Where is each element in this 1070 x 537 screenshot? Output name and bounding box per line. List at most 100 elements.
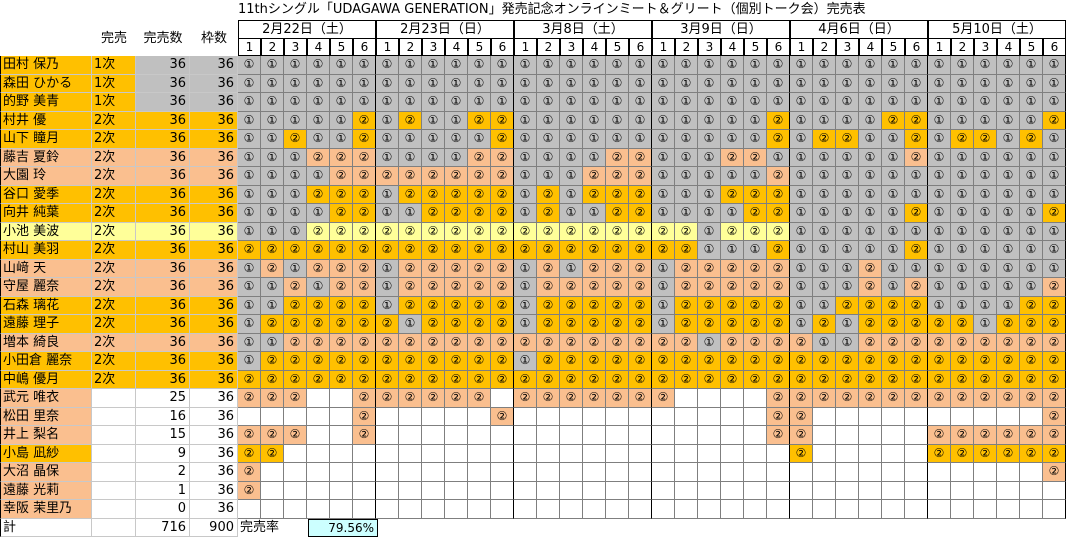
slot-cell: ① bbox=[307, 204, 330, 223]
slot-total: 36 bbox=[190, 111, 238, 130]
member-name: 幸阪 茉里乃 bbox=[0, 500, 92, 519]
slot-cell: ② bbox=[399, 333, 422, 352]
slot-cell: ② bbox=[353, 352, 376, 371]
kanbai-status bbox=[92, 463, 136, 482]
slot-header: 5 bbox=[1020, 38, 1043, 56]
slot-cell: ② bbox=[560, 296, 583, 315]
slot-cell: ① bbox=[882, 93, 905, 112]
slot-cell bbox=[997, 407, 1020, 426]
slot-cell bbox=[836, 500, 859, 519]
slot-cell bbox=[353, 500, 376, 519]
kanbai-status: 2次 bbox=[92, 130, 136, 149]
slot-cell bbox=[537, 463, 560, 482]
slot-cell: ① bbox=[238, 204, 261, 223]
slot-cell bbox=[997, 481, 1020, 500]
slot-cell: ② bbox=[330, 148, 353, 167]
slot-cell: ② bbox=[330, 185, 353, 204]
slot-cell bbox=[491, 481, 514, 500]
slot-cell: ② bbox=[882, 352, 905, 371]
slot-header: 2 bbox=[675, 38, 698, 56]
slot-cell: ① bbox=[307, 56, 330, 75]
slot-cell: ② bbox=[606, 370, 629, 389]
slot-cell: ① bbox=[422, 56, 445, 75]
slot-cell: ② bbox=[836, 370, 859, 389]
slot-cell: ② bbox=[514, 389, 537, 408]
slot-cell: ② bbox=[606, 204, 629, 223]
slot-cell: ② bbox=[399, 259, 422, 278]
slot-cell: ① bbox=[238, 185, 261, 204]
slot-cell: ① bbox=[652, 204, 675, 223]
slot-cell: ② bbox=[974, 333, 997, 352]
slot-cell: ① bbox=[376, 204, 399, 223]
slot-cell: ② bbox=[445, 370, 468, 389]
slot-cell: ② bbox=[445, 315, 468, 334]
slot-cell: ① bbox=[928, 167, 951, 186]
slot-cell: ① bbox=[721, 241, 744, 260]
slot-cell bbox=[514, 407, 537, 426]
slot-cell: ① bbox=[698, 222, 721, 241]
slot-cell: ② bbox=[537, 389, 560, 408]
slot-cell: ② bbox=[905, 370, 928, 389]
slot-cell: ② bbox=[330, 370, 353, 389]
slot-cell: ② bbox=[836, 130, 859, 149]
slot-cell: ① bbox=[997, 56, 1020, 75]
slot-cell: ② bbox=[468, 352, 491, 371]
slot-cell: ① bbox=[537, 167, 560, 186]
slot-cell bbox=[330, 407, 353, 426]
slot-cell: ① bbox=[652, 148, 675, 167]
slot-cell: ② bbox=[422, 333, 445, 352]
slot-cell bbox=[951, 407, 974, 426]
slot-cell: ② bbox=[330, 204, 353, 223]
slot-cell: ① bbox=[721, 93, 744, 112]
slot-cell: ① bbox=[1043, 148, 1066, 167]
slot-cell bbox=[307, 463, 330, 482]
slot-cell: ② bbox=[238, 389, 261, 408]
slot-cell: ② bbox=[307, 185, 330, 204]
slot-cell: ② bbox=[376, 222, 399, 241]
kanbai-status: 2次 bbox=[92, 222, 136, 241]
slot-cell: ① bbox=[652, 74, 675, 93]
slot-cell: ① bbox=[882, 56, 905, 75]
slot-cell: ② bbox=[1020, 370, 1043, 389]
slot-cell bbox=[698, 407, 721, 426]
slot-cell: ② bbox=[261, 389, 284, 408]
slot-cell: ② bbox=[767, 389, 790, 408]
slot-cell: ① bbox=[1043, 185, 1066, 204]
slot-cell: ② bbox=[468, 241, 491, 260]
slot-cell: ② bbox=[330, 241, 353, 260]
slot-cell: ① bbox=[261, 130, 284, 149]
slot-cell bbox=[928, 481, 951, 500]
slot-cell: ② bbox=[422, 185, 445, 204]
slot-cell: ② bbox=[928, 352, 951, 371]
slot-cell: ② bbox=[376, 241, 399, 260]
slot-cell: ① bbox=[882, 278, 905, 297]
slot-cell: ① bbox=[905, 74, 928, 93]
slot-cell bbox=[307, 407, 330, 426]
slot-cell bbox=[606, 444, 629, 463]
slot-cell bbox=[560, 426, 583, 445]
slot-cell: ② bbox=[330, 167, 353, 186]
slot-cell bbox=[882, 481, 905, 500]
slot-cell: ② bbox=[583, 222, 606, 241]
slot-cell: ② bbox=[353, 148, 376, 167]
slot-cell bbox=[652, 481, 675, 500]
header-kanbai: 完売 bbox=[100, 31, 127, 46]
slot-cell: ② bbox=[859, 296, 882, 315]
slot-cell: ① bbox=[951, 74, 974, 93]
slot-cell: ② bbox=[629, 259, 652, 278]
slot-cell bbox=[491, 389, 514, 408]
slot-cell: ② bbox=[583, 259, 606, 278]
slot-cell bbox=[583, 500, 606, 519]
slot-cell bbox=[606, 426, 629, 445]
slot-cell: ① bbox=[1043, 74, 1066, 93]
slot-cell: ① bbox=[537, 93, 560, 112]
slot-total: 36 bbox=[190, 389, 238, 408]
member-name: 守屋 麗奈 bbox=[0, 278, 92, 297]
slot-cell: ① bbox=[376, 56, 399, 75]
slot-cell: ② bbox=[1043, 389, 1066, 408]
slot-cell bbox=[744, 389, 767, 408]
slot-cell bbox=[813, 444, 836, 463]
member-name: 小島 凪紗 bbox=[0, 444, 92, 463]
slot-cell: ① bbox=[882, 167, 905, 186]
slot-cell bbox=[1043, 500, 1066, 519]
